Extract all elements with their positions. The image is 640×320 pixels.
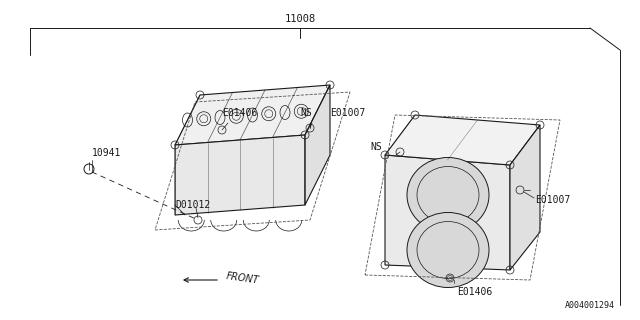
Polygon shape [510,125,540,270]
Text: FRONT: FRONT [225,271,259,285]
Text: NS: NS [300,108,312,118]
Text: D01012: D01012 [175,200,211,210]
Polygon shape [175,135,305,215]
Text: 11008: 11008 [284,14,316,24]
Polygon shape [385,155,510,270]
Text: A004001294: A004001294 [565,301,615,310]
Ellipse shape [407,157,489,233]
Text: E01007: E01007 [535,195,570,205]
Polygon shape [385,115,540,165]
Text: E01406: E01406 [222,108,257,118]
Ellipse shape [407,212,489,287]
Text: E01007: E01007 [330,108,365,118]
Polygon shape [305,85,330,205]
Polygon shape [175,85,330,145]
Text: 10941: 10941 [92,148,122,158]
Text: E01406: E01406 [457,287,492,297]
Text: NS: NS [371,142,382,152]
